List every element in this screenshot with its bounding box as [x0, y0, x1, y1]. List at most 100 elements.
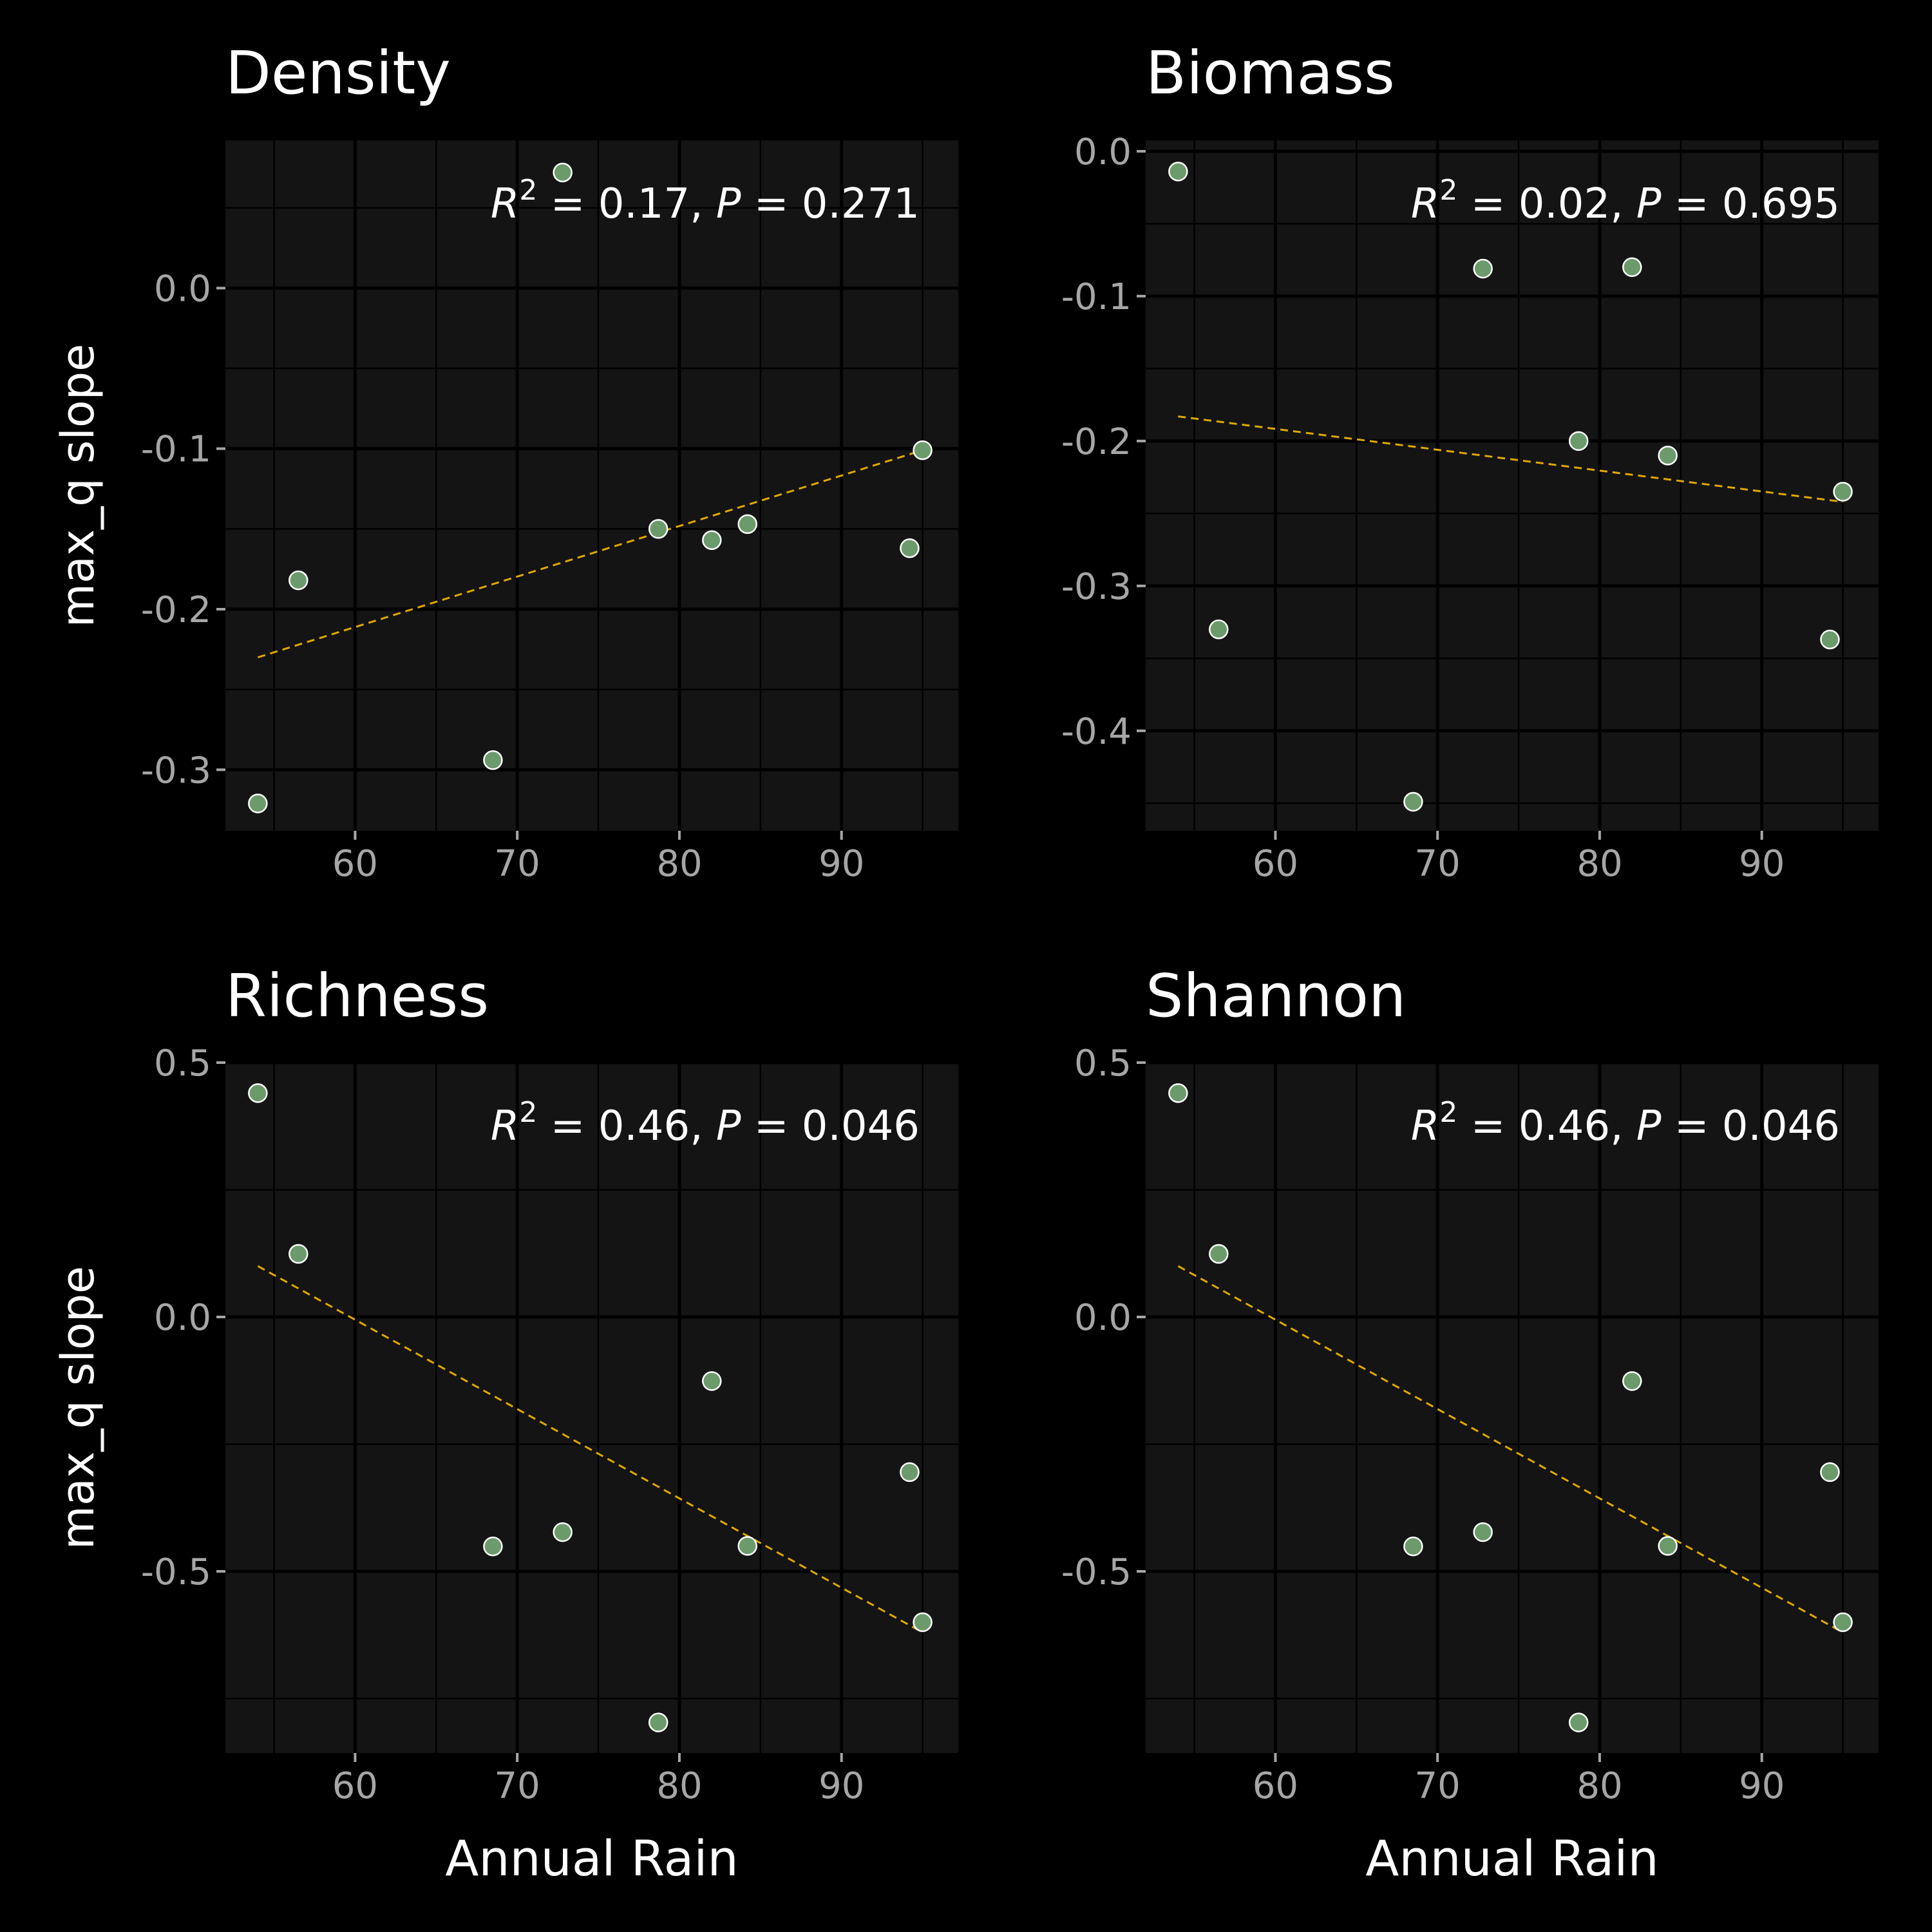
stats-annotation: R2 = 0.46, P = 0.046 — [1411, 1096, 1840, 1150]
data-point — [1820, 1462, 1840, 1482]
x-tick-label: 70 — [1415, 843, 1461, 885]
stats-p-value: = 0.695 — [1661, 180, 1840, 228]
data-point — [289, 570, 308, 591]
data-point — [248, 793, 268, 813]
x-tick-label: 60 — [1253, 1765, 1298, 1807]
data-point — [553, 1522, 573, 1542]
stats-r-label: R — [1411, 180, 1439, 228]
y-tick-label: -0.4 — [1061, 711, 1132, 753]
x-tick-label: 60 — [332, 843, 378, 885]
x-tick-label: 80 — [656, 843, 702, 885]
stats-r-sup: 2 — [1439, 1096, 1457, 1129]
data-point — [1568, 431, 1589, 451]
panel-title: Shannon — [1146, 961, 1406, 1030]
y-tick-label: 0.0 — [154, 1297, 211, 1339]
data-point — [1622, 257, 1642, 278]
panel-title: Richness — [225, 961, 489, 1030]
x-tick-label: 80 — [1577, 843, 1622, 885]
data-point — [1658, 446, 1678, 466]
panel-title: Biomass — [1146, 39, 1395, 108]
stats-r-label: R — [491, 180, 519, 228]
data-point — [900, 538, 920, 558]
data-point — [248, 1083, 268, 1103]
stats-p-value: = 0.271 — [741, 180, 920, 228]
stats-r-sup: 2 — [519, 1096, 537, 1129]
x-tick-label: 90 — [819, 843, 864, 885]
y-tick-label: 0.5 — [1074, 1043, 1132, 1084]
data-point — [1820, 629, 1840, 650]
stats-annotation: R2 = 0.46, P = 0.046 — [491, 1096, 920, 1150]
y-tick-label: -0.3 — [1061, 566, 1132, 608]
y-axis-label: max_q slope — [52, 344, 104, 627]
stats-r-sup: 2 — [519, 174, 537, 207]
y-tick-label: -0.1 — [1061, 276, 1132, 318]
x-tick-label: 70 — [495, 1765, 540, 1807]
panel-background — [1146, 140, 1879, 831]
data-point — [1833, 482, 1853, 502]
y-tick-label: -0.5 — [141, 1551, 211, 1593]
panel-title: Density — [225, 39, 451, 108]
panel-2: 60 70 80 90 -0.5 0.0 0.5 R2 = 0.46, P = 0.046 Ri… — [52, 961, 958, 1887]
data-point — [702, 530, 722, 551]
x-tick-label: 80 — [1577, 1765, 1622, 1807]
data-point — [483, 750, 503, 770]
data-point — [913, 440, 933, 460]
data-point — [913, 1612, 933, 1633]
data-point — [1168, 1083, 1188, 1103]
panel-background — [1146, 1063, 1879, 1753]
x-axis-label: Annual Rain — [445, 1830, 738, 1887]
data-point — [1622, 1371, 1642, 1391]
panel-3: 60 70 80 90 -0.5 0.0 0.5 R2 = 0.46, P = 0.046 Sh… — [1061, 961, 1879, 1887]
data-point — [289, 1244, 308, 1264]
x-axis-label: Annual Rain — [1365, 1830, 1658, 1887]
y-tick-label: -0.2 — [141, 589, 211, 631]
stats-r-value: = 0.02, — [1457, 180, 1636, 228]
x-tick-label: 60 — [1253, 843, 1298, 885]
stats-r-value: = 0.46, — [1457, 1103, 1636, 1150]
fit-line — [257, 449, 923, 659]
stats-r-sup: 2 — [1439, 174, 1457, 207]
data-point — [1473, 258, 1493, 279]
data-point — [1473, 1522, 1493, 1542]
fit-line — [1177, 1265, 1844, 1634]
stats-p-value: = 0.046 — [1661, 1103, 1840, 1150]
x-tick-label: 80 — [656, 1765, 702, 1807]
stats-r-label: R — [1411, 1103, 1439, 1150]
panel-0: 60 70 80 90 -0.3 -0.2 -0.1 0.0 R2 = 0.17, P = 0.… — [52, 39, 958, 885]
stats-p-label: P — [1636, 1103, 1662, 1150]
data-point — [1209, 1244, 1229, 1264]
y-tick-label: -0.3 — [141, 750, 211, 791]
data-point — [702, 1371, 722, 1391]
y-axis-label: max_q slope — [52, 1266, 104, 1549]
y-tick-label: 0.0 — [154, 268, 211, 310]
data-point — [1403, 791, 1423, 812]
y-tick-label: -0.2 — [1061, 421, 1132, 463]
y-tick-label: -0.1 — [141, 429, 211, 471]
stats-r-value: = 0.17, — [537, 180, 716, 228]
data-point — [648, 1712, 668, 1732]
stats-p-value: = 0.046 — [741, 1103, 920, 1150]
y-tick-label: 0.0 — [1074, 1297, 1132, 1339]
stats-annotation: R2 = 0.02, P = 0.695 — [1411, 174, 1840, 228]
data-point — [553, 162, 573, 183]
data-point — [1833, 1612, 1853, 1633]
stats-p-label: P — [716, 180, 741, 228]
y-tick-label: 0.0 — [1074, 131, 1132, 173]
x-tick-label: 90 — [1739, 1765, 1785, 1807]
data-point — [1568, 1712, 1589, 1732]
stats-r-value: = 0.46, — [537, 1103, 716, 1150]
fit-line — [257, 1265, 923, 1634]
x-tick-label: 70 — [495, 843, 540, 885]
stats-p-label: P — [716, 1103, 741, 1150]
data-point — [1403, 1537, 1423, 1557]
data-point — [1658, 1536, 1678, 1556]
panel-1: 60 70 80 90 -0.4 -0.3 -0.2 -0.1 0.0 R2 = 0.02, P … — [1061, 39, 1879, 885]
data-point — [1168, 162, 1188, 182]
stats-p-label: P — [1636, 180, 1662, 228]
data-point — [648, 519, 668, 539]
data-point — [737, 1536, 757, 1556]
data-point — [483, 1537, 503, 1557]
panel-background — [225, 140, 958, 831]
stats-annotation: R2 = 0.17, P = 0.271 — [491, 174, 920, 228]
